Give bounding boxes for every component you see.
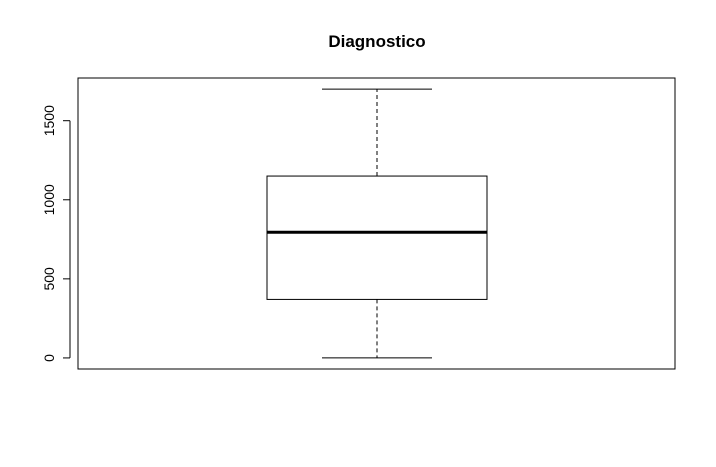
y-tick-label: 0 xyxy=(41,354,57,362)
boxplot xyxy=(266,88,488,359)
y-tick-label: 1500 xyxy=(41,105,57,136)
iqr-box xyxy=(266,175,488,300)
plot-frame xyxy=(77,77,676,370)
y-tick-label: 500 xyxy=(41,267,57,291)
y-axis-ticks: 0 500 1000 1500 xyxy=(41,105,70,362)
chart-title: Diagnostico xyxy=(328,32,425,51)
y-tick-label: 1000 xyxy=(41,184,57,215)
